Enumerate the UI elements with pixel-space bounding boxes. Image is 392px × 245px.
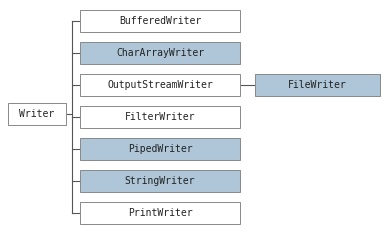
Text: BufferedWriter: BufferedWriter bbox=[119, 16, 201, 26]
Text: OutputStreamWriter: OutputStreamWriter bbox=[107, 80, 213, 90]
Text: PrintWriter: PrintWriter bbox=[128, 208, 192, 218]
FancyBboxPatch shape bbox=[255, 74, 380, 96]
Text: StringWriter: StringWriter bbox=[125, 176, 195, 186]
FancyBboxPatch shape bbox=[80, 202, 240, 224]
FancyBboxPatch shape bbox=[80, 10, 240, 32]
FancyBboxPatch shape bbox=[80, 74, 240, 96]
Text: CharArrayWriter: CharArrayWriter bbox=[116, 48, 204, 58]
Text: FileWriter: FileWriter bbox=[288, 80, 347, 90]
Text: Writer: Writer bbox=[19, 109, 54, 119]
FancyBboxPatch shape bbox=[80, 138, 240, 160]
Text: PipedWriter: PipedWriter bbox=[128, 144, 192, 154]
FancyBboxPatch shape bbox=[8, 103, 66, 125]
Text: FilterWriter: FilterWriter bbox=[125, 112, 195, 122]
FancyBboxPatch shape bbox=[80, 170, 240, 192]
FancyBboxPatch shape bbox=[80, 42, 240, 64]
FancyBboxPatch shape bbox=[80, 106, 240, 128]
